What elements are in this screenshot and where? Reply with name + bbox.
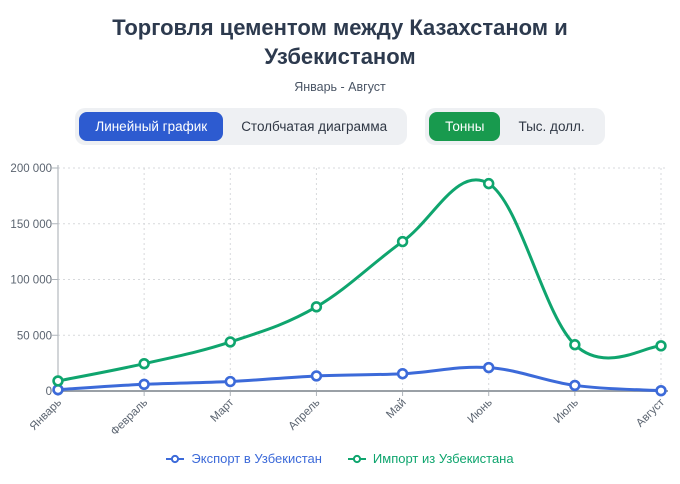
unit-toggle: Тонны Тыс. долл. (425, 108, 605, 146)
unit-tonnes-button[interactable]: Тонны (429, 112, 501, 142)
unit-dollars-button[interactable]: Тыс. долл. (502, 112, 600, 141)
export-line-marker-icon (166, 454, 185, 464)
svg-text:Январь: Январь (28, 397, 64, 433)
svg-text:Июнь: Июнь (466, 397, 495, 426)
page-title: Торговля цементом между Казахстаном и Уз… (112, 15, 568, 70)
chart-type-bar-button[interactable]: Столбчатая диаграмма (225, 112, 403, 141)
trade-chart: 0 50 000 100 000 150 000 200 000 Январь Феврал… (10, 163, 668, 439)
legend-label-export: Экспорт в Узбекистан (191, 451, 322, 467)
svg-text:Август: Август (634, 396, 667, 429)
svg-text:50 000: 50 000 (17, 330, 52, 342)
legend-item-import[interactable]: Импорт из Узбекистана (347, 451, 514, 467)
chart-legend: Экспорт в Узбекистан Импорт из Узбекиста… (0, 451, 680, 466)
svg-text:150 000: 150 000 (10, 219, 52, 231)
svg-text:Июль: Июль (552, 397, 581, 426)
chart-type-toggle: Линейный график Столбчатая диаграмма (75, 108, 408, 146)
svg-text:0: 0 (46, 386, 52, 398)
legend-item-export[interactable]: Экспорт в Узбекистан (166, 451, 322, 466)
import-line-marker-icon (347, 454, 366, 464)
svg-text:100 000: 100 000 (10, 275, 52, 287)
legend-label-import: Импорт из Узбекистана (372, 451, 514, 467)
svg-text:Февраль: Февраль (109, 397, 151, 439)
svg-text:Май: Май (384, 397, 408, 421)
chart-type-linear-button[interactable]: Линейный график (79, 112, 224, 142)
controls-row: Линейный график Столбчатая диаграмма Тон… (0, 108, 680, 146)
svg-text:Март: Март (208, 396, 236, 424)
svg-text:200 000: 200 000 (10, 163, 52, 175)
svg-text:Апрель: Апрель (286, 397, 322, 433)
chart-header: Торговля цементом между Казахстаном и Уз… (0, 0, 680, 94)
period-subtitle: Январь - Август (294, 80, 386, 95)
